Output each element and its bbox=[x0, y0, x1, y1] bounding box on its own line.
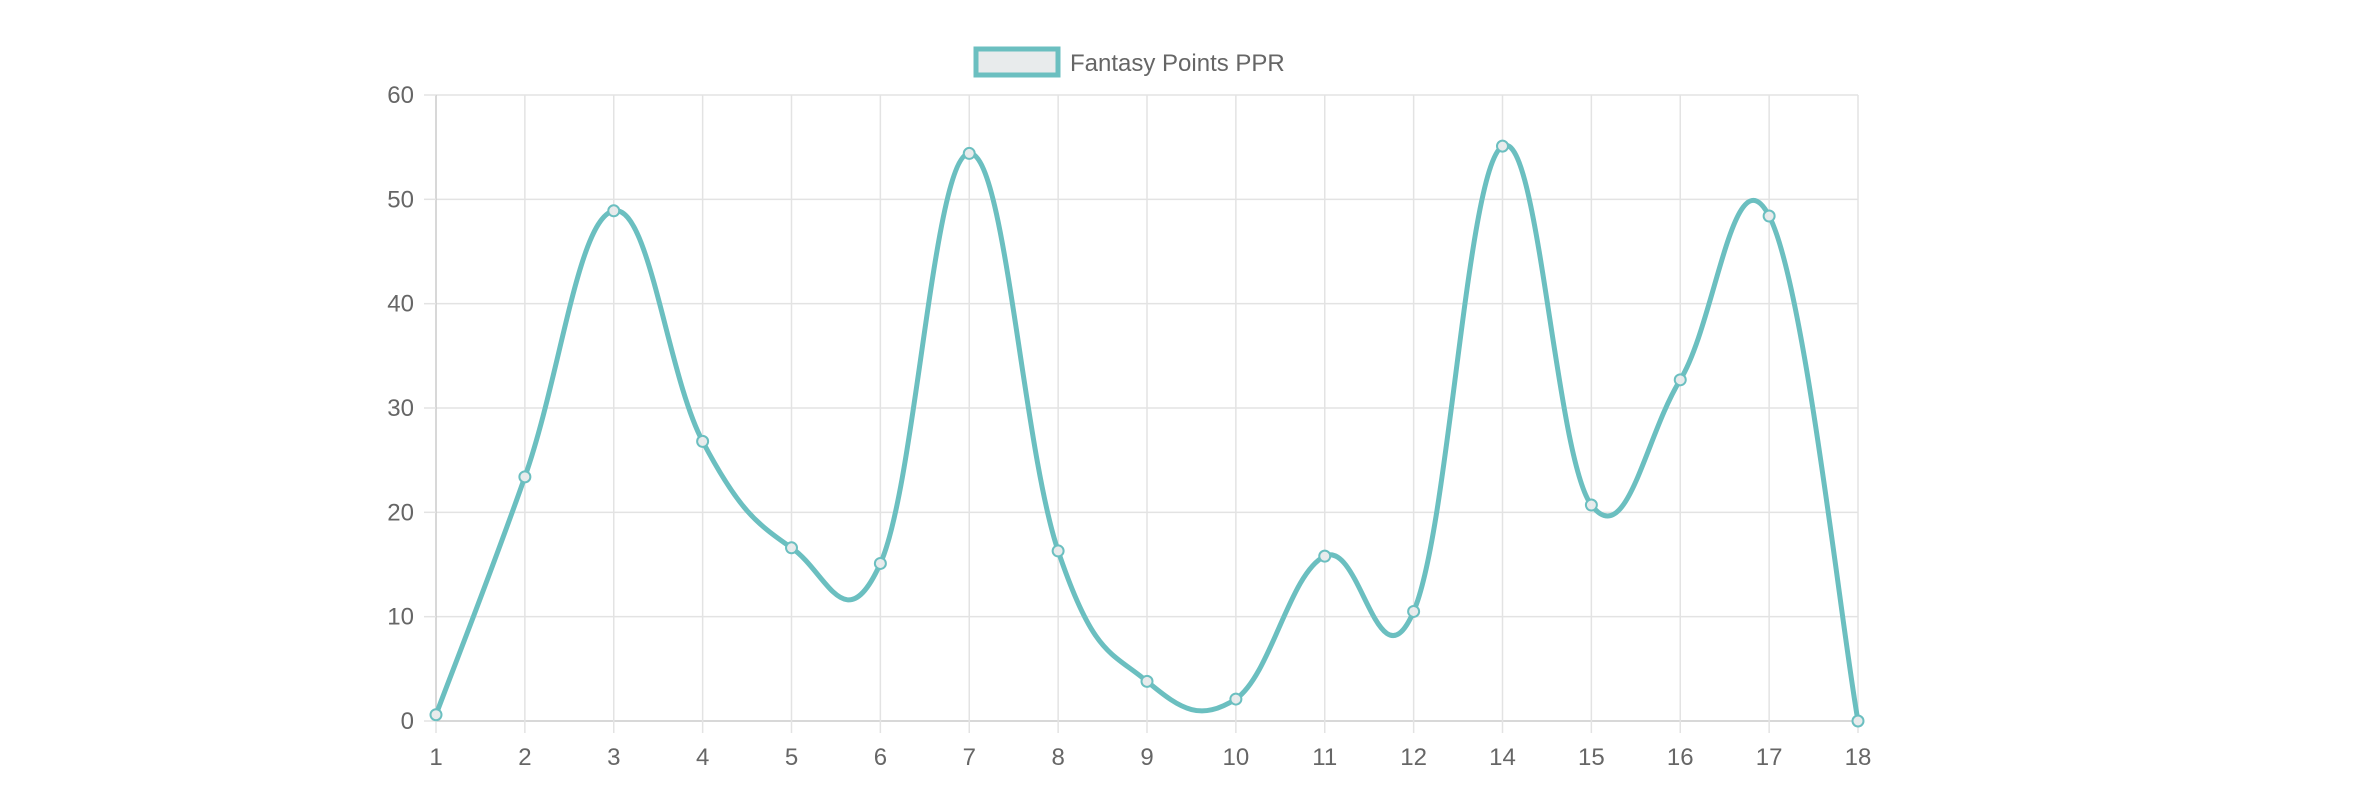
data-point[interactable] bbox=[607, 204, 621, 218]
x-tick-label: 14 bbox=[1489, 744, 1516, 771]
data-point[interactable] bbox=[962, 146, 976, 160]
x-tick-label: 9 bbox=[1140, 744, 1153, 771]
data-point[interactable] bbox=[1140, 674, 1154, 688]
data-point[interactable] bbox=[1051, 544, 1065, 558]
x-tick-label: 16 bbox=[1667, 744, 1694, 771]
y-tick-label: 40 bbox=[387, 291, 414, 318]
data-point[interactable] bbox=[1851, 714, 1865, 728]
x-tick-label: 3 bbox=[607, 744, 620, 771]
x-tick-label: 4 bbox=[696, 744, 709, 771]
y-tick-label: 30 bbox=[387, 395, 414, 422]
x-tick-label: 5 bbox=[785, 744, 798, 771]
data-point[interactable] bbox=[1318, 549, 1332, 563]
x-tick-label: 10 bbox=[1223, 744, 1250, 771]
data-point[interactable] bbox=[696, 434, 710, 448]
x-tick-label: 1 bbox=[429, 744, 442, 771]
data-point[interactable] bbox=[518, 470, 532, 484]
legend-swatch[interactable] bbox=[973, 46, 1061, 78]
x-tick-label: 18 bbox=[1845, 744, 1872, 771]
data-point[interactable] bbox=[1584, 498, 1598, 512]
x-tick-label: 17 bbox=[1756, 744, 1783, 771]
x-tick-label: 7 bbox=[963, 744, 976, 771]
data-point[interactable] bbox=[785, 541, 798, 555]
legend-label[interactable]: Fantasy Points PPR bbox=[1070, 50, 1285, 77]
x-tick-label: 8 bbox=[1051, 744, 1064, 771]
data-point[interactable] bbox=[429, 708, 443, 722]
y-tick-label: 0 bbox=[401, 708, 414, 735]
y-tick-label: 10 bbox=[387, 604, 414, 631]
legend[interactable]: Fantasy Points PPR bbox=[973, 46, 1285, 78]
data-point[interactable] bbox=[1229, 692, 1243, 706]
data-point[interactable] bbox=[1496, 139, 1509, 153]
series-line bbox=[433, 142, 1861, 724]
y-tick-label: 50 bbox=[387, 186, 414, 213]
x-tick-label: 15 bbox=[1578, 744, 1605, 771]
data-point[interactable] bbox=[873, 556, 887, 570]
data-point[interactable] bbox=[1673, 373, 1687, 387]
x-tick-label: 11 bbox=[1312, 744, 1337, 771]
data-point[interactable] bbox=[1407, 604, 1421, 618]
x-tick-label: 12 bbox=[1400, 744, 1427, 771]
x-tick-label: 6 bbox=[874, 744, 887, 771]
series-layer bbox=[429, 139, 1865, 728]
grid bbox=[435, 94, 1859, 722]
x-tick-label: 2 bbox=[518, 744, 531, 771]
data-point[interactable] bbox=[1762, 209, 1776, 223]
y-tick-label: 60 bbox=[387, 82, 414, 109]
y-tick-label: 20 bbox=[387, 499, 414, 526]
